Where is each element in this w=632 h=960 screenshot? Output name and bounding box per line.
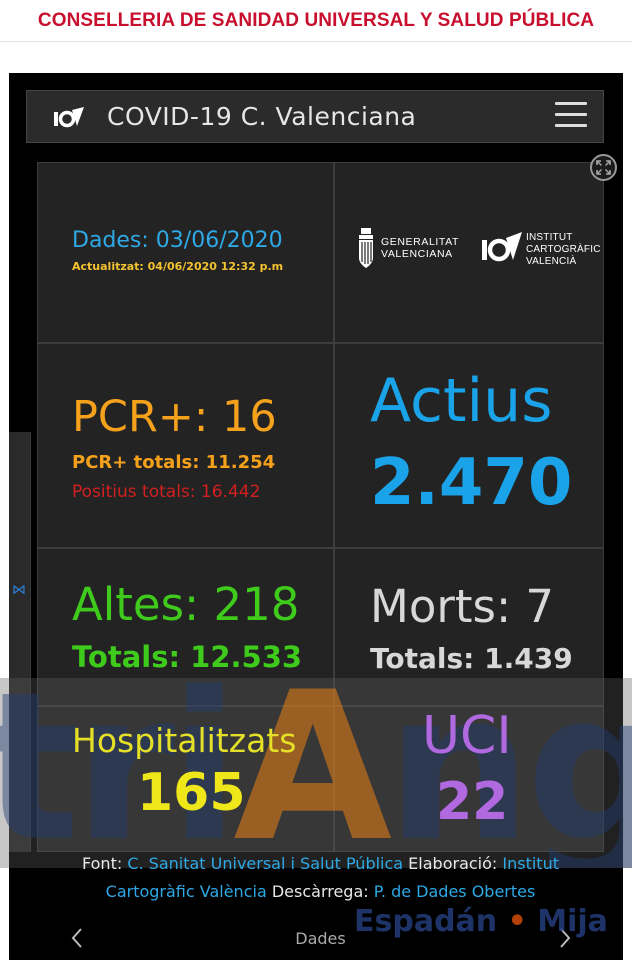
expand-icon [596, 160, 611, 175]
watermark-text: triAngu [0, 668, 632, 868]
gva-line-2: VALENCIANA [381, 248, 453, 260]
actius-card [334, 343, 604, 548]
icv-logo-icon [54, 106, 84, 127]
watermark-part-2: A [233, 668, 392, 868]
pcr-totals: PCR+ totals: 11.254 [72, 452, 276, 473]
watermark-band [0, 678, 632, 868]
pcr-daily: PCR+: 16 [72, 392, 277, 442]
site-header-title: CONSELLERIA DE SANIDAD UNIVERSAL Y SALUD… [37, 9, 595, 31]
download-label: Descàrrega: [266, 882, 374, 901]
date-card [37, 162, 334, 343]
elaboration-link[interactable]: Institut Cartogràfic València [105, 854, 559, 901]
icv-logo: INSTITUT CARTOGRÀFIC VALENCIÀ [480, 228, 600, 268]
pager: Dades [37, 918, 604, 958]
hamburger-menu-icon[interactable] [555, 102, 587, 130]
altes-totals: Totals: 12.533 [72, 640, 303, 674]
uci-value: 22 [436, 772, 509, 832]
coat-of-arms-icon [359, 228, 373, 268]
altes-card [37, 548, 334, 706]
icv-line-1: INSTITUT [526, 232, 573, 243]
watermark-part-1: tri [0, 668, 239, 868]
actius-label: Actius [370, 366, 553, 436]
positives-totals: Positius totals: 16.442 [72, 482, 261, 502]
icv-line-3: VALENCIÀ [526, 256, 577, 267]
altes-daily: Altes: 218 [72, 578, 300, 631]
elaboration-label: Elaboració: [403, 854, 503, 873]
source-link[interactable]: C. Sanitat Universal i Salut Pública [127, 854, 404, 873]
pcr-card [37, 343, 334, 548]
watermark-sub-b: Mija [537, 904, 608, 939]
expand-side-icon[interactable]: ⋈ [12, 582, 26, 598]
actius-value: 2.470 [370, 446, 573, 520]
data-date: Dades: 03/06/2020 [72, 228, 283, 253]
dashboard-title: COVID-19 C. Valenciana [107, 102, 417, 131]
previous-arrow-icon[interactable] [69, 926, 85, 950]
logos-card [334, 162, 604, 343]
gva-line-1: GENERALITAT [381, 236, 459, 248]
side-panel-tab[interactable]: ⋈ [9, 432, 31, 852]
watermark-sub-a: Espadán [354, 904, 498, 939]
watermark-subtitle: Espadán • Mija [354, 904, 608, 939]
uci-label: UCI [422, 706, 512, 766]
pager-label: Dades [295, 928, 346, 948]
icv-mark-icon [482, 232, 522, 262]
credits: Font: C. Sanitat Universal i Salut Públi… [37, 850, 604, 906]
watermark-dot: • [507, 904, 527, 939]
morts-totals: Totals: 1.439 [370, 642, 573, 675]
watermark-part-3: ngu [386, 668, 632, 868]
site-header: CONSELLERIA DE SANIDAD UNIVERSAL Y SALUD… [0, 0, 632, 42]
fullscreen-button[interactable] [590, 154, 617, 181]
morts-card [334, 548, 604, 706]
morts-daily: Morts: 7 [370, 580, 555, 633]
generalitat-logo: GENERALITAT VALENCIANA [356, 226, 458, 274]
hospitalized-label: Hospitalitzats [72, 721, 297, 760]
hospital-card [37, 706, 334, 852]
uci-card [334, 706, 604, 852]
source-label: Font: [82, 854, 128, 873]
icv-line-2: CARTOGRÀFIC [526, 244, 601, 255]
download-link[interactable]: P. de Dades Obertes [373, 882, 536, 901]
last-updated: Actualitzat: 04/06/2020 12:32 p.m [72, 260, 284, 273]
hospitalized-value: 165 [137, 763, 246, 823]
next-arrow-icon[interactable] [557, 926, 573, 950]
dashboard-header: COVID-19 C. Valenciana [26, 90, 604, 143]
